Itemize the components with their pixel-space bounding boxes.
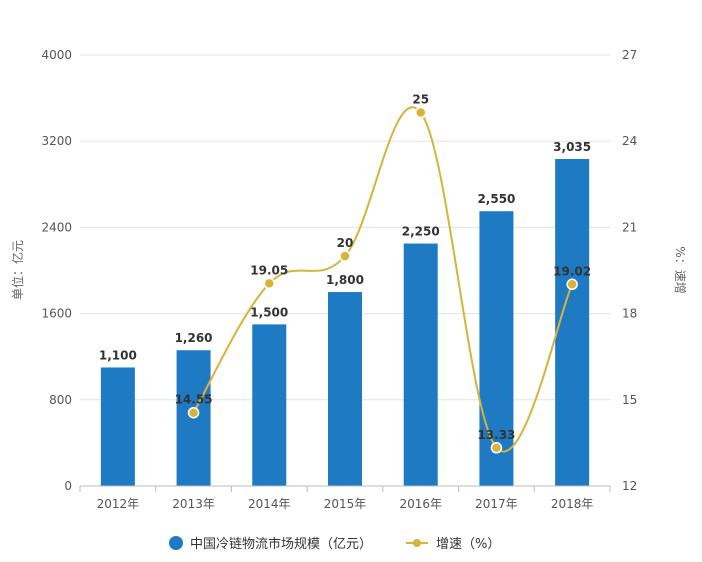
legend: 中国冷链物流市场规模（亿元） 增速（%） xyxy=(169,536,500,552)
y-tick-label-left: 0 xyxy=(64,479,72,493)
y-axis-title-right: %：速增 xyxy=(673,246,687,293)
y-tick-label-left: 4000 xyxy=(41,48,72,62)
bar-data-label: 1,500 xyxy=(250,305,288,319)
y-tick-label-left: 800 xyxy=(49,393,72,407)
y-tick-label-right: 18 xyxy=(622,307,637,321)
bar-data-label: 3,035 xyxy=(553,140,591,154)
y-tick-label-right: 15 xyxy=(622,393,637,407)
line-data-label: 20 xyxy=(337,236,354,250)
bar-data-label: 2,250 xyxy=(402,225,440,239)
bar-series xyxy=(100,158,590,487)
x-tick-label: 2015年 xyxy=(324,497,367,511)
x-tick-label: 2014年 xyxy=(248,497,291,511)
x-tick-label: 2013年 xyxy=(172,497,215,511)
line-data-label: 14.55 xyxy=(175,393,213,407)
line-data-label: 13.33 xyxy=(477,428,515,442)
bar xyxy=(100,367,135,486)
line-data-label: 19.02 xyxy=(553,264,591,278)
bar xyxy=(328,292,362,486)
data-labels: 1,100 1,260 1,500 1,800 2,250 2,550 3,035 14.55… xyxy=(99,92,591,441)
bar-data-label: 1,100 xyxy=(99,348,137,362)
x-tick-label: 2017年 xyxy=(475,497,518,511)
x-tick-label: 2018年 xyxy=(551,497,594,511)
legend-bar-marker xyxy=(169,536,183,550)
x-tick-label: 2016年 xyxy=(399,497,442,511)
line-point xyxy=(187,406,200,419)
y-tick-label-left: 1600 xyxy=(41,307,72,321)
line-point xyxy=(490,442,503,454)
line-data-label: 19.05 xyxy=(250,263,288,277)
gridlines xyxy=(80,54,610,401)
x-tick-label: 2012年 xyxy=(97,497,140,511)
bar xyxy=(555,158,590,486)
y-tick-label-right: 24 xyxy=(622,134,637,148)
bar xyxy=(479,211,514,487)
legend-bar-label: 中国冷链物流市场规模（亿元） xyxy=(190,536,372,552)
line-data-label: 25 xyxy=(412,92,429,106)
legend-line-marker-dot xyxy=(413,539,421,547)
y-tick-label-right: 12 xyxy=(622,479,637,493)
legend-line-label: 增速（%） xyxy=(436,537,500,552)
line-point xyxy=(414,106,427,119)
y-tick-label-right: 21 xyxy=(622,220,637,234)
line-series xyxy=(187,106,578,454)
y-tick-label-left: 3200 xyxy=(41,134,72,148)
y-tick-label-right: 27 xyxy=(622,48,637,62)
bar-data-label: 2,550 xyxy=(477,192,515,206)
line-point xyxy=(566,278,578,291)
bar-data-label: 1,260 xyxy=(175,331,213,345)
line-point xyxy=(339,250,351,262)
bar-data-label: 1,800 xyxy=(326,273,364,287)
y-tick-label-left: 2400 xyxy=(41,220,72,234)
bar xyxy=(252,324,287,486)
y-axis-title-left: 单位：亿元 xyxy=(10,240,25,300)
line-point xyxy=(263,277,276,290)
bar xyxy=(403,243,438,486)
